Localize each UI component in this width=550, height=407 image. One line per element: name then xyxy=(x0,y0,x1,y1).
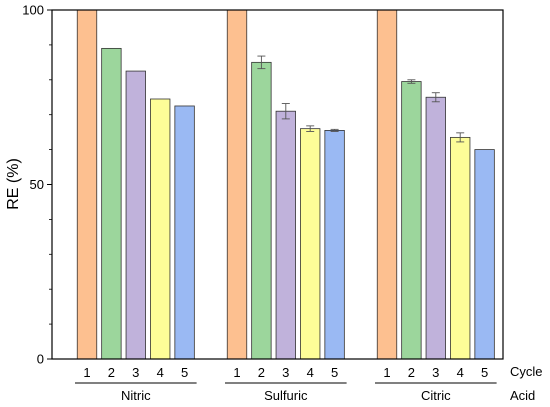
cycle-tick-label-sulfuric-3: 3 xyxy=(282,365,289,380)
bar-citric-cycle-5 xyxy=(474,149,495,360)
bar-citric-cycle-4 xyxy=(450,136,471,360)
error-bar-citric-cycle-2 xyxy=(407,79,416,84)
bar-nitric-cycle-1 xyxy=(76,9,98,360)
acid-row-label: Acid xyxy=(510,388,535,403)
cycle-tick-label-sulfuric-2: 2 xyxy=(258,365,265,380)
cycle-tick-label-citric-2: 2 xyxy=(408,365,415,380)
error-bar-sulfuric-cycle-4 xyxy=(306,125,315,132)
bar-sulfuric-cycle-4 xyxy=(300,128,321,360)
y-tick-label-0: 0 xyxy=(37,352,44,367)
cycle-tick-label-sulfuric-5: 5 xyxy=(331,365,338,380)
error-bar-sulfuric-cycle-2 xyxy=(257,55,266,70)
bar-nitric-cycle-3 xyxy=(125,70,146,360)
bar-sulfuric-cycle-5 xyxy=(324,130,345,360)
bar-nitric-cycle-4 xyxy=(150,98,171,360)
cycle-tick-label-citric-3: 3 xyxy=(432,365,439,380)
bar-citric-cycle-3 xyxy=(425,96,446,360)
cycle-tick-label-nitric-2: 2 xyxy=(108,365,115,380)
bar-citric-cycle-1 xyxy=(376,9,398,360)
cycle-tick-label-nitric-5: 5 xyxy=(181,365,188,380)
cycle-tick-label-nitric-1: 1 xyxy=(83,365,90,380)
cycle-tick-label-nitric-4: 4 xyxy=(157,365,164,380)
cycle-row-label: Cycle xyxy=(510,364,543,379)
y-axis: 0 50 100 xyxy=(22,3,52,367)
error-bar-citric-cycle-4 xyxy=(456,132,465,143)
bars-layer xyxy=(76,9,495,360)
cycle-tick-label-citric-1: 1 xyxy=(383,365,390,380)
bar-citric-cycle-2 xyxy=(401,81,422,360)
cycle-tick-label-sulfuric-4: 4 xyxy=(307,365,314,380)
x-axis-labels: 1 2 3 4 5 Nitric 1 2 3 4 5 Sulfuric 1 2 3 4 5 Citric xyxy=(75,365,497,403)
bar-sulfuric-cycle-1 xyxy=(226,9,248,360)
cycle-tick-label-sulfuric-1: 1 xyxy=(233,365,240,380)
error-bar-sulfuric-cycle-5 xyxy=(330,128,339,132)
bar-nitric-cycle-5 xyxy=(174,105,195,360)
group-label-citric: Citric xyxy=(421,388,451,403)
group-label-sulfuric: Sulfuric xyxy=(264,388,308,403)
y-axis-title: RE (%) xyxy=(5,158,22,210)
cycle-tick-label-citric-5: 5 xyxy=(481,365,488,380)
error-bar-sulfuric-cycle-3 xyxy=(281,103,290,120)
bar-sulfuric-cycle-2 xyxy=(251,61,272,360)
bar-sulfuric-cycle-3 xyxy=(275,110,296,360)
y-tick-label-50: 50 xyxy=(30,177,44,192)
cycle-tick-label-nitric-3: 3 xyxy=(132,365,139,380)
cycle-tick-label-citric-4: 4 xyxy=(457,365,464,380)
group-label-nitric: Nitric xyxy=(121,388,151,403)
error-bar-citric-cycle-3 xyxy=(431,92,440,103)
bar-nitric-cycle-2 xyxy=(101,47,122,360)
y-tick-label-100: 100 xyxy=(22,3,44,18)
